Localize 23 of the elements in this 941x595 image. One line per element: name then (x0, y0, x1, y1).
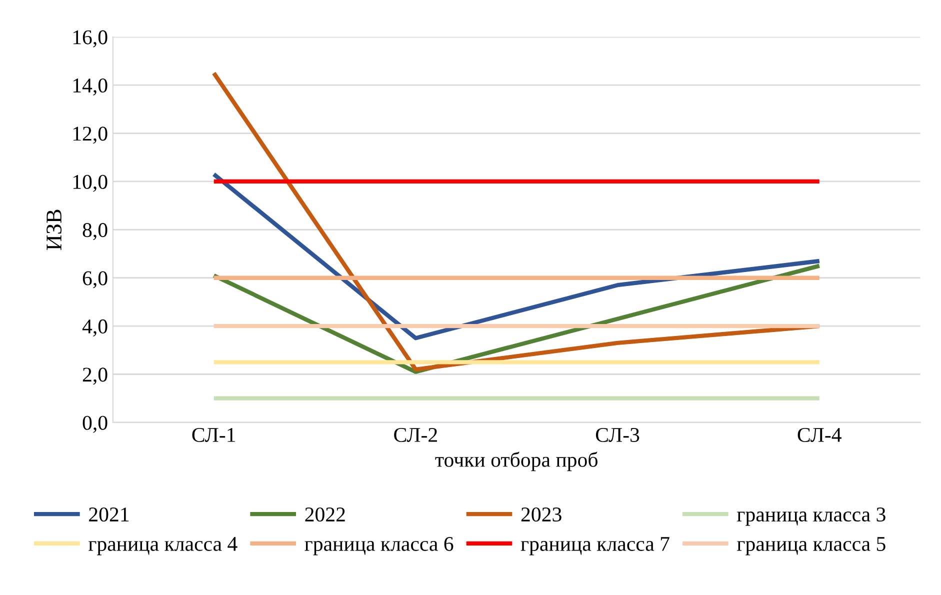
legend-label: граница класса 3 (737, 508, 886, 526)
x-tick-label: СЛ-4 (798, 428, 842, 442)
x-tick-label: СЛ-2 (394, 428, 437, 442)
legend-label: 2022 (305, 507, 345, 522)
y-axis-title: ИЗВ (46, 210, 62, 250)
y-tick-label: 8,0 (82, 223, 108, 240)
y-tick-label: 14,0 (73, 78, 108, 96)
y-tick-label: 6,0 (82, 271, 108, 288)
y-tick-label: 10,0 (73, 174, 108, 192)
legend-label: граница класса 7 (520, 537, 670, 556)
x-tick-label: СЛ-1 (192, 428, 236, 442)
legend-label: граница класса 4 (88, 537, 238, 556)
legend-label: 2021 (89, 507, 129, 522)
y-tick-label: 16,0 (73, 30, 108, 48)
x-tick-label: СЛ-3 (596, 428, 640, 442)
y-tick-label: 4,0 (82, 319, 108, 336)
y-tick-label: 2,0 (82, 368, 108, 385)
y-tick-label: 12,0 (73, 126, 108, 144)
legend-label: граница класса 6 (304, 536, 454, 556)
y-tick-label: 0,0 (82, 416, 108, 433)
x-axis-title: точки отбора проб (435, 452, 598, 472)
legend-label: 2023 (521, 507, 562, 522)
legend-label: граница класса 5 (737, 537, 886, 556)
